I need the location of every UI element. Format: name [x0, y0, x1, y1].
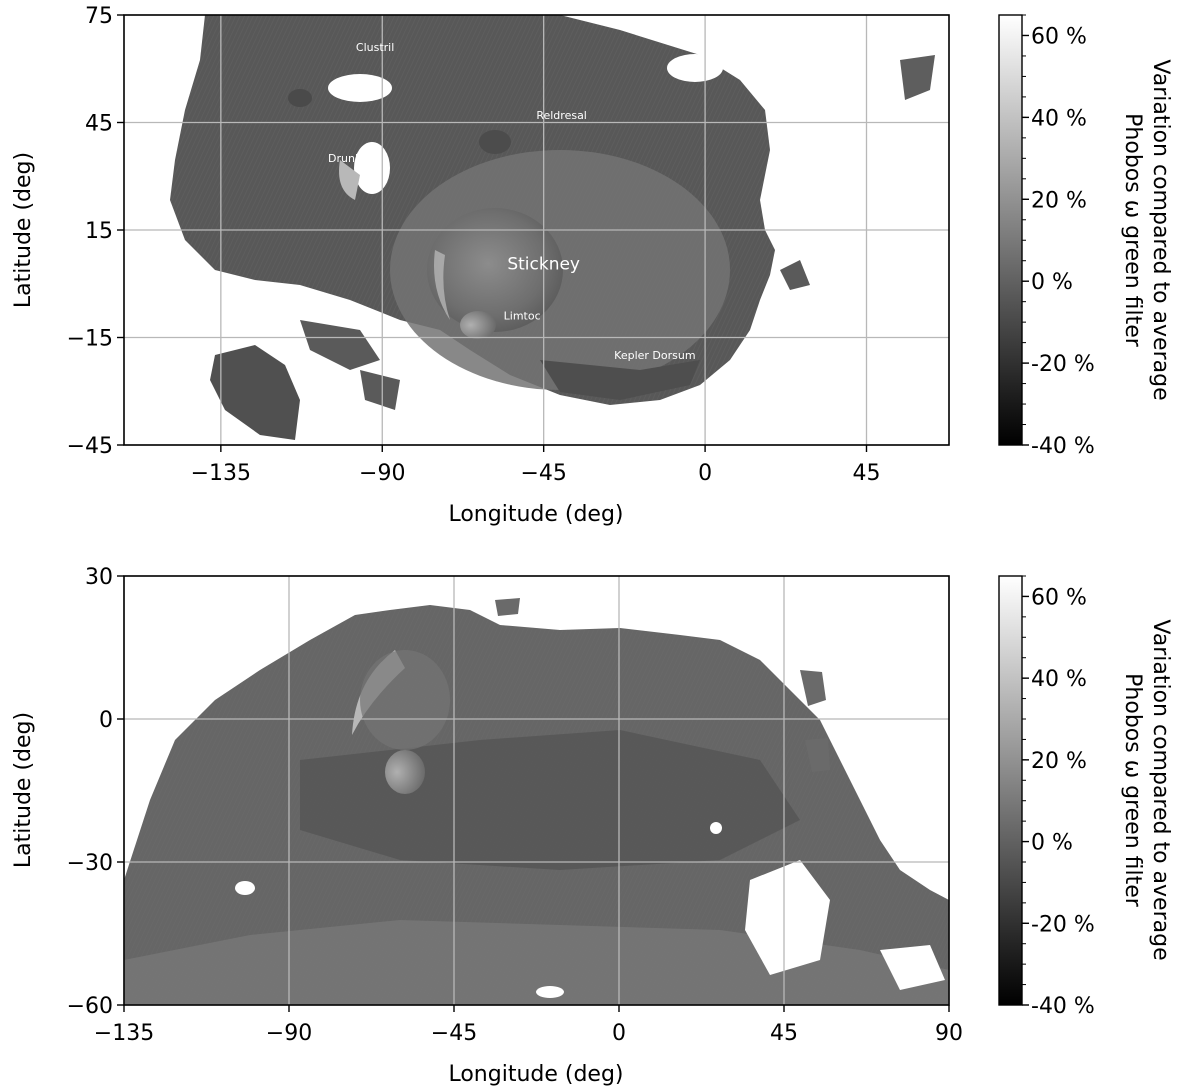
colorbar-tick-label: 60 %	[1031, 585, 1087, 610]
xlabel-top: Longitude (deg)	[448, 502, 623, 527]
colorbar-label-bottom-line1: Variation compared to average	[1148, 619, 1173, 960]
y-tick-label: 45	[85, 112, 113, 137]
clustril-bright	[328, 74, 392, 102]
ylabel-bottom: Latitude (deg)	[11, 712, 36, 868]
feature-label-clustril: Clustril	[356, 41, 394, 54]
y-tick-label: −15	[67, 327, 113, 352]
colorbar-label-top-line1: Variation compared to average	[1148, 59, 1173, 400]
map-panel-bottom	[124, 598, 949, 1005]
map-panel-top	[170, 15, 935, 440]
feature-label-reldresal: Reldresal	[536, 109, 587, 122]
drunlo-bright	[354, 142, 390, 194]
colorbar-tick-label: 20 %	[1031, 749, 1087, 774]
colorbar-tick-label: 40 %	[1031, 106, 1087, 131]
x-tick-label: 45	[853, 461, 881, 486]
xlabel-bottom: Longitude (deg)	[448, 1062, 623, 1087]
x-tick-label: −135	[191, 461, 251, 486]
y-tick-label: 30	[85, 565, 113, 590]
x-tick-label: 90	[935, 1021, 963, 1046]
x-tick-label: −90	[359, 461, 405, 486]
colorbar-label-top-line2: Phobos ω green filter	[1120, 113, 1145, 348]
ticks-bottom: −135 −90 −45 0 45 90 −60 −30 0 30	[67, 565, 963, 1046]
colorbar-tick-label: 40 %	[1031, 667, 1087, 692]
x-tick-label: 45	[770, 1021, 798, 1046]
y-tick-label: −60	[67, 994, 113, 1019]
feature-label-drunlo: Drunlo	[328, 152, 365, 165]
colorbar-tick-label: -20 %	[1031, 352, 1095, 377]
limtoc-crater	[460, 311, 496, 339]
x-tick-label: −90	[266, 1021, 312, 1046]
flimnap-bright	[667, 54, 723, 82]
colorbar-tick-label: 20 %	[1031, 188, 1087, 213]
x-tick-label: 0	[612, 1021, 626, 1046]
y-tick-label: −45	[67, 434, 113, 459]
feature-label-stickney: Stickney	[507, 254, 580, 274]
stickney-crater	[427, 208, 563, 332]
limtoc-crater-bottom	[385, 750, 425, 794]
colorbar-tick-label: 60 %	[1031, 24, 1087, 49]
x-tick-label: −135	[94, 1021, 154, 1046]
x-tick-label: 0	[698, 461, 712, 486]
colorbar-top: 60 % 40 % 20 % 0 % -20 % -40 % Variation comp…	[998, 14, 1173, 459]
feature-label-limtoc: Limtoc	[504, 310, 541, 323]
colorbar-tick-label: 0 %	[1031, 831, 1073, 856]
colorbar-bottom: 60 % 40 % 20 % 0 % -20 % -40 % Variation comp…	[998, 575, 1173, 1019]
axes-frame-bottom	[123, 575, 950, 1006]
feature-label-kepler-dorsum: Kepler Dorsum	[614, 349, 695, 362]
colorbar-tick-label: -40 %	[1031, 994, 1095, 1019]
colorbar-label-bottom-line2: Phobos ω green filter	[1120, 673, 1145, 908]
ticks-top: −135 −90 −45 0 45 −45 −15 15 45 75	[67, 4, 881, 486]
y-tick-label: 75	[85, 4, 113, 29]
ylabel-top: Latitude (deg)	[11, 152, 36, 308]
x-tick-label: −45	[431, 1021, 477, 1046]
y-tick-label: 0	[99, 708, 113, 733]
colorbar-tick-label: -40 %	[1031, 434, 1095, 459]
feature-label-flimnap: Flimnap	[730, 37, 774, 50]
y-tick-label: −30	[67, 851, 113, 876]
colorbar-tick-label: 0 %	[1031, 270, 1073, 295]
annotations-top: Clustril Flimnap Reldresal Drunlo Stickney Li…	[328, 37, 774, 362]
y-tick-label: 15	[85, 219, 113, 244]
colorbar-tick-label: -20 %	[1031, 912, 1095, 937]
x-tick-label: −45	[520, 461, 566, 486]
